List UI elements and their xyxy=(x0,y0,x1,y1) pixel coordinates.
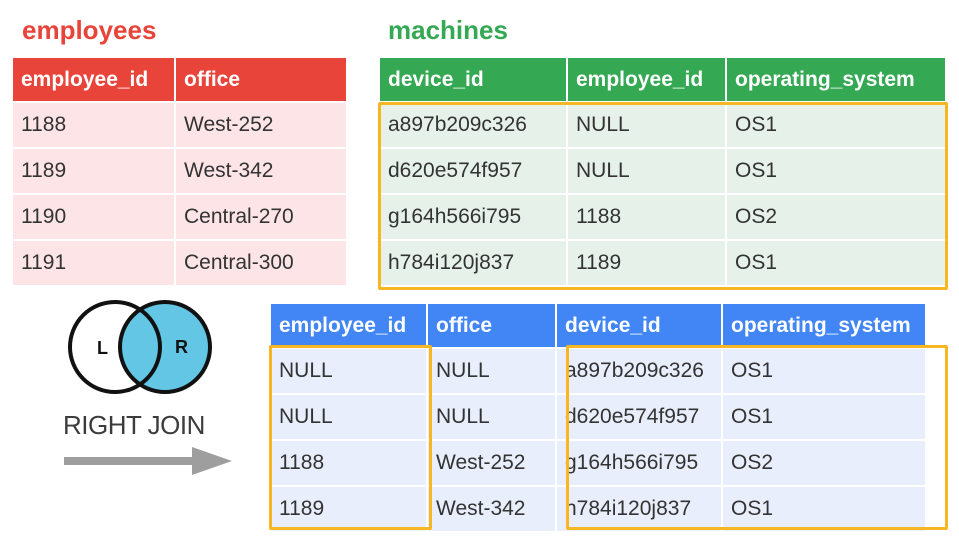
machines-title: machines xyxy=(388,15,508,45)
table-row: g164h566i795 1188 OS2 xyxy=(380,195,945,239)
venn-right-circle-outline xyxy=(118,300,212,394)
device-id-cell: g164h566i795 xyxy=(557,441,721,485)
employee-id-cell: NULL xyxy=(568,103,725,147)
office-cell: West-252 xyxy=(428,441,555,485)
machines-col-employee-id: employee_id xyxy=(568,58,725,101)
table-row: 1191 Central-300 xyxy=(13,241,346,285)
join-type-label: RIGHT JOIN xyxy=(63,410,205,440)
operating-system-cell: OS1 xyxy=(727,241,945,285)
employees-col-office: office xyxy=(176,58,346,101)
operating-system-cell: OS1 xyxy=(723,395,925,439)
result-col-device-id: device_id xyxy=(557,304,721,347)
device-id-cell: a897b209c326 xyxy=(380,103,566,147)
employee-id-cell: 1189 xyxy=(568,241,725,285)
table-row: 1188 West-252 g164h566i795 OS2 xyxy=(271,441,925,485)
office-cell: NULL xyxy=(428,395,555,439)
table-row: 1189 West-342 xyxy=(13,149,346,193)
table-row: NULL NULL d620e574f957 OS1 xyxy=(271,395,925,439)
office-cell: West-342 xyxy=(176,149,346,193)
machines-table: device_id employee_id operating_system a… xyxy=(378,56,947,287)
office-cell: NULL xyxy=(428,349,555,393)
result-col-office: office xyxy=(428,304,555,347)
table-row: d620e574f957 NULL OS1 xyxy=(380,149,945,193)
employee-id-cell: NULL xyxy=(271,349,426,393)
device-id-cell: d620e574f957 xyxy=(557,395,721,439)
operating-system-cell: OS1 xyxy=(723,349,925,393)
employee-id-cell: NULL xyxy=(568,149,725,193)
right-join-venn-diagram: L R xyxy=(68,300,212,394)
operating-system-cell: OS1 xyxy=(723,487,925,531)
table-row: NULL NULL a897b209c326 OS1 xyxy=(271,349,925,393)
device-id-cell: h784i120j837 xyxy=(380,241,566,285)
table-row: a897b209c326 NULL OS1 xyxy=(380,103,945,147)
result-table: employee_id office device_id operating_s… xyxy=(269,302,927,533)
venn-right-circle xyxy=(120,302,210,392)
employee-id-cell: 1188 xyxy=(13,103,174,147)
table-row: 1188 West-252 xyxy=(13,103,346,147)
employee-id-cell: 1190 xyxy=(13,195,174,239)
operating-system-cell: OS1 xyxy=(727,149,945,193)
office-cell: West-252 xyxy=(176,103,346,147)
office-cell: West-342 xyxy=(428,487,555,531)
device-id-cell: d620e574f957 xyxy=(380,149,566,193)
machines-col-device-id: device_id xyxy=(380,58,566,101)
venn-left-circle xyxy=(68,300,162,394)
employee-id-cell: 1189 xyxy=(271,487,426,531)
machines-col-operating-system: operating_system xyxy=(727,58,945,101)
employees-title: employees xyxy=(22,15,157,45)
employees-col-employee-id: employee_id xyxy=(13,58,174,101)
employee-id-cell: 1188 xyxy=(271,441,426,485)
device-id-cell: h784i120j837 xyxy=(557,487,721,531)
table-row: 1190 Central-270 xyxy=(13,195,346,239)
employee-id-cell: NULL xyxy=(271,395,426,439)
operating-system-cell: OS2 xyxy=(727,195,945,239)
employees-header-row: employee_id office xyxy=(13,58,346,101)
venn-right-label: R xyxy=(175,337,188,357)
table-row: 1189 West-342 h784i120j837 OS1 xyxy=(271,487,925,531)
employee-id-cell: 1191 xyxy=(13,241,174,285)
employee-id-cell: 1189 xyxy=(13,149,174,193)
device-id-cell: a897b209c326 xyxy=(557,349,721,393)
operating-system-cell: OS1 xyxy=(727,103,945,147)
venn-left-label: L xyxy=(97,338,108,358)
employees-table: employee_id office 1188 West-252 1189 We… xyxy=(11,56,348,287)
arrow-right-icon xyxy=(64,447,232,475)
result-header-row: employee_id office device_id operating_s… xyxy=(271,304,925,347)
office-cell: Central-270 xyxy=(176,195,346,239)
device-id-cell: g164h566i795 xyxy=(380,195,566,239)
machines-header-row: device_id employee_id operating_system xyxy=(380,58,945,101)
employee-id-cell: 1188 xyxy=(568,195,725,239)
office-cell: Central-300 xyxy=(176,241,346,285)
operating-system-cell: OS2 xyxy=(723,441,925,485)
table-row: h784i120j837 1189 OS1 xyxy=(380,241,945,285)
result-col-employee-id: employee_id xyxy=(271,304,426,347)
result-col-operating-system: operating_system xyxy=(723,304,925,347)
